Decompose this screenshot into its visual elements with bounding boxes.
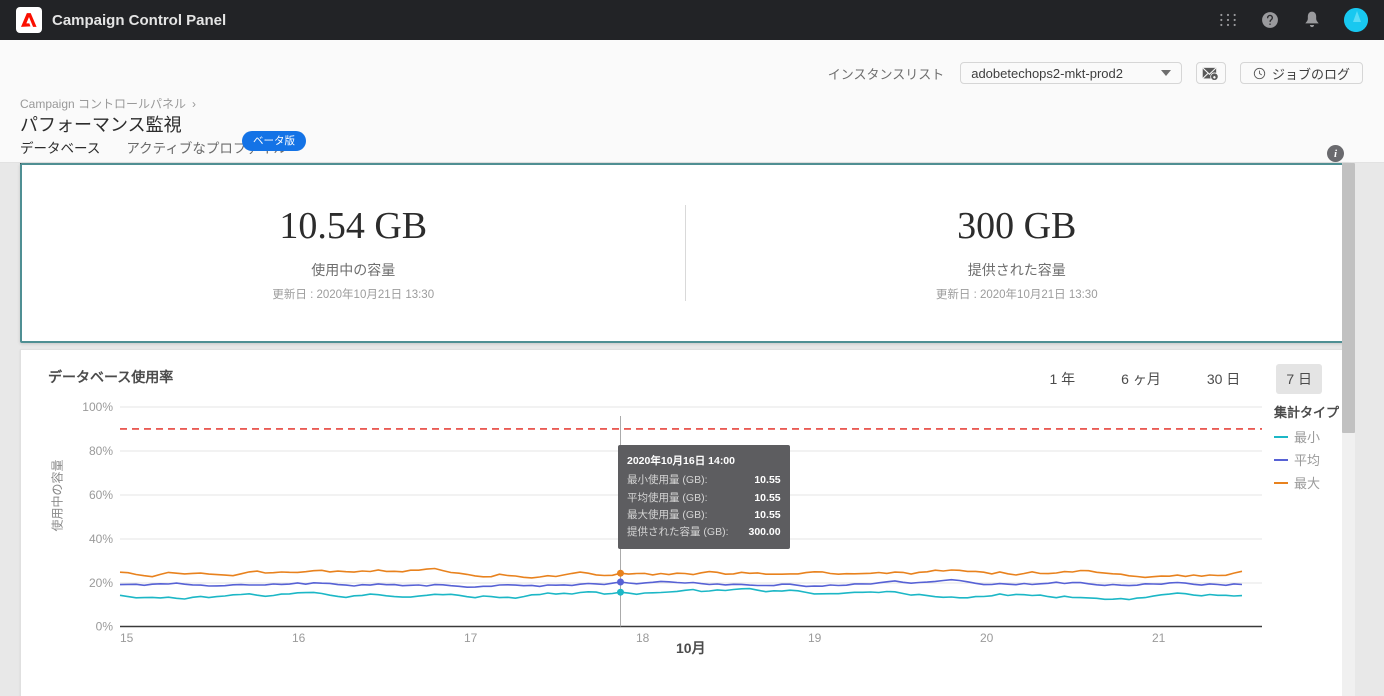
svg-text:100%: 100% <box>82 400 113 414</box>
svg-text:20: 20 <box>980 631 994 645</box>
svg-text:15: 15 <box>120 631 134 645</box>
svg-text:21: 21 <box>1152 631 1166 645</box>
svg-text:20%: 20% <box>89 576 113 590</box>
svg-text:17: 17 <box>464 631 478 645</box>
svg-text:16: 16 <box>292 631 306 645</box>
svg-text:40%: 40% <box>89 532 113 546</box>
svg-text:0%: 0% <box>96 620 114 634</box>
svg-text:18: 18 <box>636 631 650 645</box>
svg-text:60%: 60% <box>89 488 113 502</box>
svg-text:19: 19 <box>808 631 822 645</box>
svg-text:80%: 80% <box>89 444 113 458</box>
